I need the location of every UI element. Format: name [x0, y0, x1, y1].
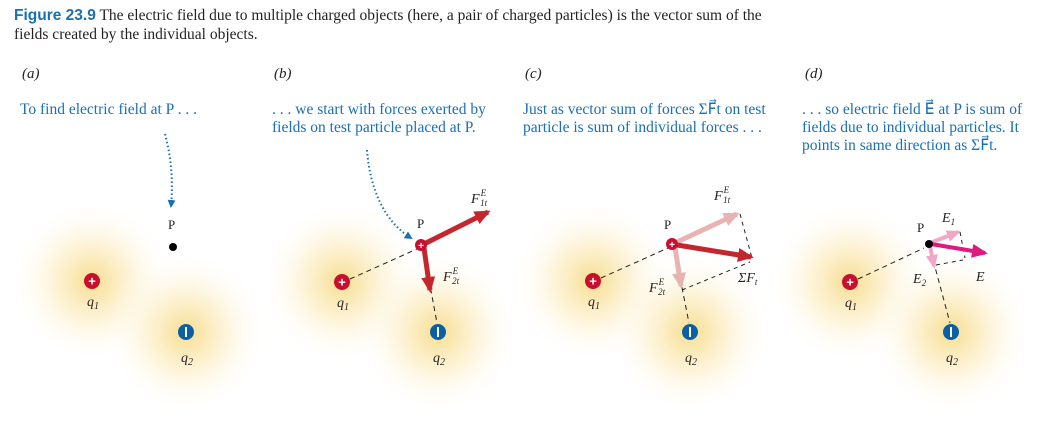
q1-to-p-dashed-line: [349, 248, 418, 280]
force-f1t-arrow: [422, 209, 491, 247]
panel-d-diagram: P E1 E2 E + q1 q2: [768, 200, 1033, 414]
q1-label: q1: [87, 295, 99, 312]
figure-label: Figure 23.9: [14, 7, 96, 24]
panel-label-b: (b): [274, 66, 292, 82]
minus-icon: [185, 327, 187, 337]
point-p-label: P: [664, 217, 671, 232]
panel-a-note: To find electric field at P . . .: [20, 101, 197, 118]
q2-label: q2: [946, 351, 958, 368]
plus-icon: +: [669, 240, 675, 251]
panel-label-c: (c): [525, 66, 542, 82]
q1-to-p-dashed-line: [600, 247, 669, 279]
q1-label: q1: [588, 295, 600, 312]
force-f2t-arrow: [421, 247, 436, 293]
pointer-arrow: [366, 149, 413, 240]
plus-icon: +: [846, 275, 854, 290]
field-e2-arrow: [925, 245, 938, 269]
q1-positive-charge: [585, 273, 601, 289]
force-f2t-label: FE 2t: [648, 277, 666, 297]
q2-label: q2: [433, 351, 445, 368]
point-p-dot: [925, 240, 933, 248]
field-e1-label: E1: [941, 211, 955, 227]
point-p-dot: [169, 243, 177, 251]
q1-label: q1: [337, 296, 349, 313]
q1-positive-charge: [842, 274, 858, 290]
field-e-arrow: [930, 242, 988, 258]
field-e2-label: E2: [912, 272, 927, 288]
minus-icon: [689, 327, 691, 337]
panel-c-diagram: + P FE 1t FE 2t ΣFt + q1 q2: [511, 185, 772, 414]
plus-icon: +: [589, 274, 597, 289]
sum-force-label: ΣFt: [737, 271, 758, 287]
panel-b-diagram: + P FE 1t FE 2t + q1 q2: [260, 149, 520, 414]
panel-d-note: . . . so electric field E⃗ at P is sum o…: [802, 101, 1023, 154]
q1-positive-charge: [334, 274, 350, 290]
point-p-label: P: [417, 216, 424, 231]
panel-label-a: (a): [22, 66, 40, 82]
sum-force-arrow: [676, 242, 754, 262]
field-e-label: E: [975, 270, 985, 285]
plus-icon: +: [418, 241, 424, 252]
field-e1-arrow: [929, 230, 961, 245]
q2-label: q2: [181, 351, 193, 368]
parallelogram-side: [739, 213, 753, 259]
pointer-arrow: [164, 133, 176, 208]
force-f2t-label: FE 2t: [442, 266, 460, 286]
plus-icon: +: [338, 275, 346, 290]
force-f1t-label: FE 1t: [713, 185, 731, 205]
minus-icon: [950, 327, 952, 337]
panel-c-note: Just as vector sum of forces ΣF⃗t on tes…: [523, 101, 766, 136]
test-particle: [666, 238, 678, 250]
point-p-label: P: [168, 217, 175, 232]
force-f1t-label: FE 1t: [470, 188, 488, 208]
panel-label-d: (d): [805, 66, 823, 82]
panel-b-note: . . . we start with forces exerted by fi…: [272, 101, 486, 136]
point-p-label: P: [917, 220, 924, 235]
q1-label: q1: [845, 296, 857, 313]
test-particle: [415, 239, 427, 251]
caption-text: The electric field due to multiple charg…: [14, 7, 762, 43]
minus-icon: [437, 327, 439, 337]
panel-a-diagram: P + q1 q2: [10, 133, 268, 414]
figure-caption: Figure 23.9 The electric field due to mu…: [14, 6, 794, 44]
force-f2t-arrow: [672, 246, 686, 289]
q1-to-p-dashed-line: [857, 247, 925, 280]
plus-icon: +: [88, 274, 96, 289]
q2-label: q2: [685, 351, 697, 368]
force-f1t-arrow: [673, 211, 740, 246]
q1-positive-charge: [84, 273, 100, 289]
